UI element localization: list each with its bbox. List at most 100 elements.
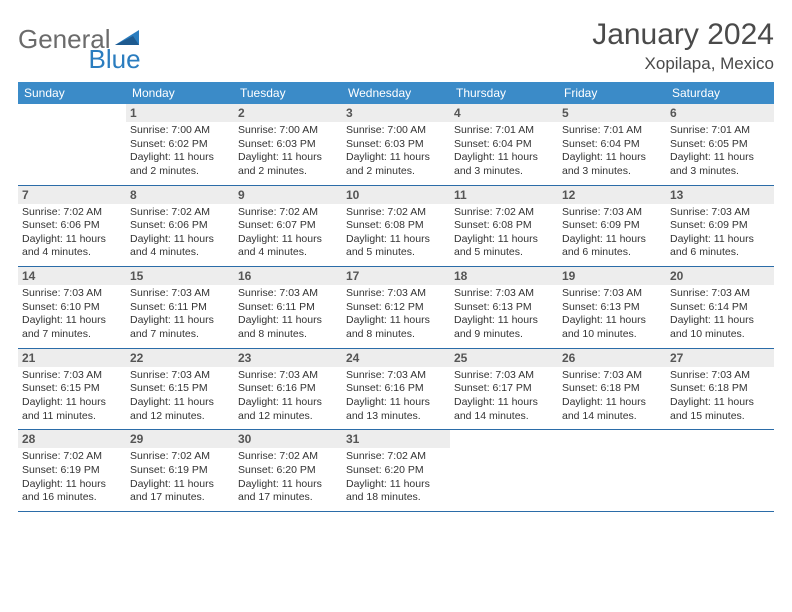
day-number: 15 xyxy=(126,267,234,285)
sunset-line: Sunset: 6:11 PM xyxy=(238,301,338,315)
weekday-tue: Tuesday xyxy=(234,82,342,104)
sunrise-line: Sunrise: 7:02 AM xyxy=(238,206,338,220)
day-number: 28 xyxy=(18,430,126,448)
day-cell xyxy=(558,430,666,511)
sunset-line: Sunset: 6:04 PM xyxy=(454,138,554,152)
weekday-wed: Wednesday xyxy=(342,82,450,104)
day-number: 14 xyxy=(18,267,126,285)
day-cell xyxy=(666,430,774,511)
sunrise-line: Sunrise: 7:03 AM xyxy=(238,287,338,301)
daylight-line: Daylight: 11 hours and 16 minutes. xyxy=(22,478,122,505)
sunset-line: Sunset: 6:15 PM xyxy=(22,382,122,396)
sunset-line: Sunset: 6:11 PM xyxy=(130,301,230,315)
sunrise-line: Sunrise: 7:02 AM xyxy=(130,450,230,464)
sunrise-line: Sunrise: 7:03 AM xyxy=(346,287,446,301)
day-number: 9 xyxy=(234,186,342,204)
day-cell xyxy=(18,104,126,185)
logo-text-blue: Blue xyxy=(89,44,141,75)
sunrise-line: Sunrise: 7:02 AM xyxy=(130,206,230,220)
daylight-line: Daylight: 11 hours and 10 minutes. xyxy=(562,314,662,341)
day-number: 11 xyxy=(450,186,558,204)
day-cell: 3Sunrise: 7:00 AMSunset: 6:03 PMDaylight… xyxy=(342,104,450,185)
sunrise-line: Sunrise: 7:01 AM xyxy=(562,124,662,138)
daylight-line: Daylight: 11 hours and 8 minutes. xyxy=(346,314,446,341)
day-cell: 4Sunrise: 7:01 AMSunset: 6:04 PMDaylight… xyxy=(450,104,558,185)
day-cell: 9Sunrise: 7:02 AMSunset: 6:07 PMDaylight… xyxy=(234,186,342,267)
daylight-line: Daylight: 11 hours and 2 minutes. xyxy=(238,151,338,178)
sunrise-line: Sunrise: 7:03 AM xyxy=(562,369,662,383)
week-row: 21Sunrise: 7:03 AMSunset: 6:15 PMDayligh… xyxy=(18,349,774,431)
day-cell: 13Sunrise: 7:03 AMSunset: 6:09 PMDayligh… xyxy=(666,186,774,267)
sunrise-line: Sunrise: 7:03 AM xyxy=(562,287,662,301)
day-number: 7 xyxy=(18,186,126,204)
day-number: 10 xyxy=(342,186,450,204)
sunrise-line: Sunrise: 7:03 AM xyxy=(130,369,230,383)
daylight-line: Daylight: 11 hours and 3 minutes. xyxy=(670,151,770,178)
sunset-line: Sunset: 6:06 PM xyxy=(22,219,122,233)
daylight-line: Daylight: 11 hours and 5 minutes. xyxy=(454,233,554,260)
daylight-line: Daylight: 11 hours and 3 minutes. xyxy=(562,151,662,178)
day-cell: 19Sunrise: 7:03 AMSunset: 6:13 PMDayligh… xyxy=(558,267,666,348)
day-cell: 24Sunrise: 7:03 AMSunset: 6:16 PMDayligh… xyxy=(342,349,450,430)
daylight-line: Daylight: 11 hours and 6 minutes. xyxy=(670,233,770,260)
sunset-line: Sunset: 6:06 PM xyxy=(130,219,230,233)
sunset-line: Sunset: 6:18 PM xyxy=(562,382,662,396)
calendar: Sunday Monday Tuesday Wednesday Thursday… xyxy=(18,82,774,512)
day-cell: 12Sunrise: 7:03 AMSunset: 6:09 PMDayligh… xyxy=(558,186,666,267)
day-cell: 5Sunrise: 7:01 AMSunset: 6:04 PMDaylight… xyxy=(558,104,666,185)
sunset-line: Sunset: 6:05 PM xyxy=(670,138,770,152)
day-cell: 30Sunrise: 7:02 AMSunset: 6:20 PMDayligh… xyxy=(234,430,342,511)
sunrise-line: Sunrise: 7:03 AM xyxy=(22,287,122,301)
daylight-line: Daylight: 11 hours and 14 minutes. xyxy=(562,396,662,423)
daylight-line: Daylight: 11 hours and 4 minutes. xyxy=(22,233,122,260)
sunset-line: Sunset: 6:16 PM xyxy=(346,382,446,396)
sunset-line: Sunset: 6:13 PM xyxy=(454,301,554,315)
sunset-line: Sunset: 6:20 PM xyxy=(238,464,338,478)
week-row: 7Sunrise: 7:02 AMSunset: 6:06 PMDaylight… xyxy=(18,186,774,268)
sunrise-line: Sunrise: 7:03 AM xyxy=(562,206,662,220)
sunset-line: Sunset: 6:19 PM xyxy=(130,464,230,478)
day-number: 6 xyxy=(666,104,774,122)
sunset-line: Sunset: 6:08 PM xyxy=(346,219,446,233)
sunset-line: Sunset: 6:04 PM xyxy=(562,138,662,152)
daylight-line: Daylight: 11 hours and 12 minutes. xyxy=(130,396,230,423)
daylight-line: Daylight: 11 hours and 13 minutes. xyxy=(346,396,446,423)
day-cell: 23Sunrise: 7:03 AMSunset: 6:16 PMDayligh… xyxy=(234,349,342,430)
day-cell: 14Sunrise: 7:03 AMSunset: 6:10 PMDayligh… xyxy=(18,267,126,348)
day-cell: 7Sunrise: 7:02 AMSunset: 6:06 PMDaylight… xyxy=(18,186,126,267)
sunset-line: Sunset: 6:20 PM xyxy=(346,464,446,478)
week-row: 28Sunrise: 7:02 AMSunset: 6:19 PMDayligh… xyxy=(18,430,774,512)
sunset-line: Sunset: 6:08 PM xyxy=(454,219,554,233)
sunset-line: Sunset: 6:02 PM xyxy=(130,138,230,152)
weekday-mon: Monday xyxy=(126,82,234,104)
week-row: 14Sunrise: 7:03 AMSunset: 6:10 PMDayligh… xyxy=(18,267,774,349)
sunset-line: Sunset: 6:19 PM xyxy=(22,464,122,478)
sunset-line: Sunset: 6:09 PM xyxy=(670,219,770,233)
daylight-line: Daylight: 11 hours and 10 minutes. xyxy=(670,314,770,341)
sunset-line: Sunset: 6:03 PM xyxy=(346,138,446,152)
daylight-line: Daylight: 11 hours and 2 minutes. xyxy=(346,151,446,178)
day-cell: 17Sunrise: 7:03 AMSunset: 6:12 PMDayligh… xyxy=(342,267,450,348)
daylight-line: Daylight: 11 hours and 5 minutes. xyxy=(346,233,446,260)
weekday-header-row: Sunday Monday Tuesday Wednesday Thursday… xyxy=(18,82,774,104)
day-cell xyxy=(450,430,558,511)
month-title: January 2024 xyxy=(592,18,774,52)
sunset-line: Sunset: 6:15 PM xyxy=(130,382,230,396)
logo: General Blue xyxy=(18,18,197,55)
day-cell: 18Sunrise: 7:03 AMSunset: 6:13 PMDayligh… xyxy=(450,267,558,348)
sunset-line: Sunset: 6:17 PM xyxy=(454,382,554,396)
day-number: 24 xyxy=(342,349,450,367)
day-cell: 28 Sunrise: 7:02 AMSunset: 6:19 PMDayligh… xyxy=(18,430,126,511)
sunset-line: Sunset: 6:09 PM xyxy=(562,219,662,233)
day-number: 4 xyxy=(450,104,558,122)
weeks-container: 1Sunrise: 7:00 AMSunset: 6:02 PMDaylight… xyxy=(18,104,774,512)
sunrise-line: Sunrise: 7:02 AM xyxy=(22,450,122,464)
day-cell: 10Sunrise: 7:02 AMSunset: 6:08 PMDayligh… xyxy=(342,186,450,267)
daylight-line: Daylight: 11 hours and 9 minutes. xyxy=(454,314,554,341)
day-number: 16 xyxy=(234,267,342,285)
day-number: 1 xyxy=(126,104,234,122)
weekday-sat: Saturday xyxy=(666,82,774,104)
day-cell: 15Sunrise: 7:03 AMSunset: 6:11 PMDayligh… xyxy=(126,267,234,348)
daylight-line: Daylight: 11 hours and 15 minutes. xyxy=(670,396,770,423)
sunset-line: Sunset: 6:14 PM xyxy=(670,301,770,315)
